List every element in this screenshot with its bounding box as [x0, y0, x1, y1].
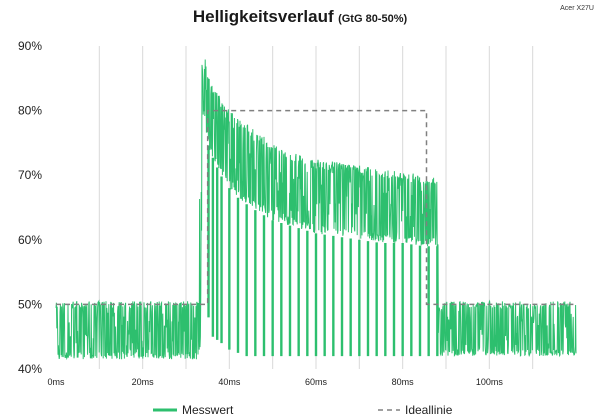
ideal-line — [56, 109, 576, 306]
legend-label-messwert: Messwert — [182, 403, 234, 417]
brand-label: Acer X27U — [560, 5, 594, 12]
y-tick-label: 70% — [18, 168, 42, 182]
y-tick-label: 50% — [18, 297, 42, 311]
chart-title: Helligkeitsverlauf (GtG 80-50%) — [193, 7, 408, 26]
legend-label-ideallinie: Ideallinie — [405, 403, 453, 417]
chart-legend: Messwert Ideallinie — [153, 403, 453, 417]
x-tick-label: 60ms — [305, 377, 328, 387]
x-tick-label: 20ms — [132, 377, 155, 387]
x-tick-label: 80ms — [392, 377, 415, 387]
y-tick-label: 40% — [18, 362, 42, 376]
x-axis-ticks: 0ms 20ms 40ms 60ms 80ms 100ms — [47, 377, 503, 387]
y-tick-label: 60% — [18, 233, 42, 247]
y-tick-label: 90% — [18, 39, 42, 53]
x-tick-label: 40ms — [218, 377, 241, 387]
chart-title-main: Helligkeitsverlauf — [193, 7, 334, 26]
measured-series — [55, 59, 577, 361]
measured-line — [55, 59, 577, 361]
x-tick-label: 100ms — [476, 377, 504, 387]
chart-title-sub: (GtG 80-50%) — [338, 13, 407, 25]
y-tick-label: 80% — [18, 104, 42, 118]
y-axis-ticks: 40% 50% 60% 70% 80% 90% — [18, 39, 42, 376]
ideal-series — [56, 109, 576, 306]
x-tick-label: 0ms — [47, 377, 65, 387]
